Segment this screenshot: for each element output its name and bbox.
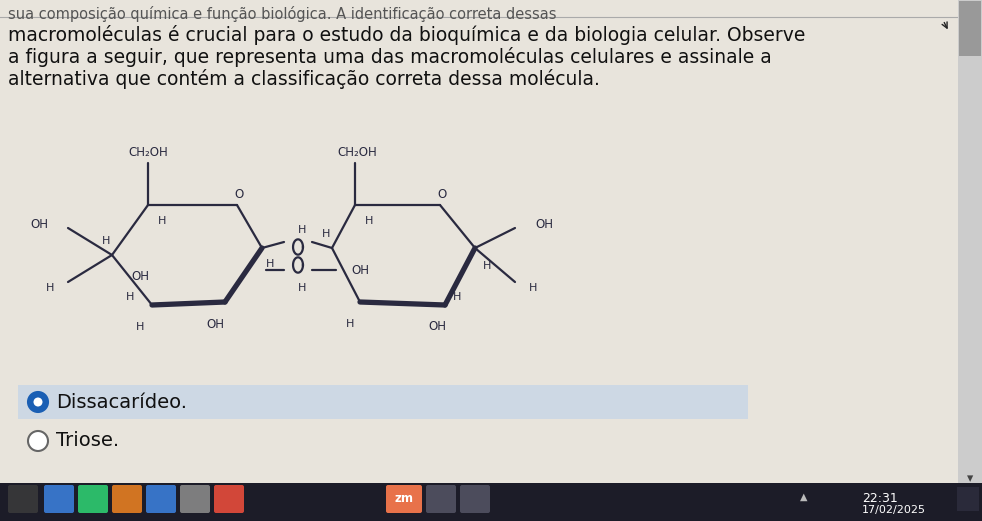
Text: H: H (158, 216, 166, 226)
FancyBboxPatch shape (78, 485, 108, 513)
FancyBboxPatch shape (180, 485, 210, 513)
FancyBboxPatch shape (460, 485, 490, 513)
FancyBboxPatch shape (18, 385, 748, 419)
Text: CH₂OH: CH₂OH (128, 146, 168, 159)
Text: H: H (322, 229, 330, 239)
Text: 22:31: 22:31 (862, 492, 898, 505)
FancyBboxPatch shape (112, 485, 142, 513)
Text: CH₂OH: CH₂OH (337, 146, 377, 159)
Circle shape (28, 392, 48, 412)
Text: H: H (136, 322, 144, 332)
Circle shape (33, 398, 42, 406)
Text: zm: zm (395, 492, 413, 505)
Text: OH: OH (428, 320, 446, 333)
Text: H: H (364, 216, 373, 226)
Text: ▲: ▲ (800, 492, 842, 502)
Text: O: O (437, 189, 447, 202)
Text: H: H (529, 283, 537, 293)
Text: H: H (126, 292, 135, 302)
FancyBboxPatch shape (214, 485, 244, 513)
Text: alternativa que contém a classificação correta dessa molécula.: alternativa que contém a classificação c… (8, 69, 600, 89)
Text: 17/02/2025: 17/02/2025 (862, 505, 926, 515)
Text: OH: OH (131, 270, 149, 283)
Text: OH: OH (206, 317, 224, 330)
Text: ▾: ▾ (967, 472, 973, 485)
FancyBboxPatch shape (958, 0, 982, 483)
FancyBboxPatch shape (959, 1, 981, 56)
FancyBboxPatch shape (8, 485, 38, 513)
Text: H: H (346, 319, 355, 329)
FancyBboxPatch shape (0, 483, 982, 521)
Text: Triose.: Triose. (56, 431, 119, 451)
Text: sua composição química e função biológica. A identificação correta dessas: sua composição química e função biológic… (8, 6, 557, 22)
Text: macromoléculas é crucial para o estudo da bioquímica e da biologia celular. Obse: macromoléculas é crucial para o estudo d… (8, 25, 805, 45)
Text: H: H (102, 236, 110, 246)
Text: H: H (298, 225, 306, 235)
FancyBboxPatch shape (957, 487, 979, 511)
Circle shape (28, 431, 48, 451)
Text: H: H (483, 261, 491, 271)
Text: H: H (298, 283, 306, 293)
Text: H: H (453, 292, 462, 302)
FancyBboxPatch shape (386, 485, 422, 513)
FancyBboxPatch shape (44, 485, 74, 513)
Text: OH: OH (535, 217, 553, 230)
Text: O: O (235, 189, 244, 202)
Text: Dissacarídeo.: Dissacarídeo. (56, 392, 187, 412)
FancyBboxPatch shape (426, 485, 456, 513)
Text: OH: OH (30, 217, 48, 230)
FancyBboxPatch shape (146, 485, 176, 513)
Text: H: H (266, 259, 274, 269)
Text: OH: OH (351, 264, 369, 277)
Text: a figura a seguir, que representa uma das macromoléculas celulares e assinale a: a figura a seguir, que representa uma da… (8, 47, 772, 67)
Text: H: H (45, 283, 54, 293)
